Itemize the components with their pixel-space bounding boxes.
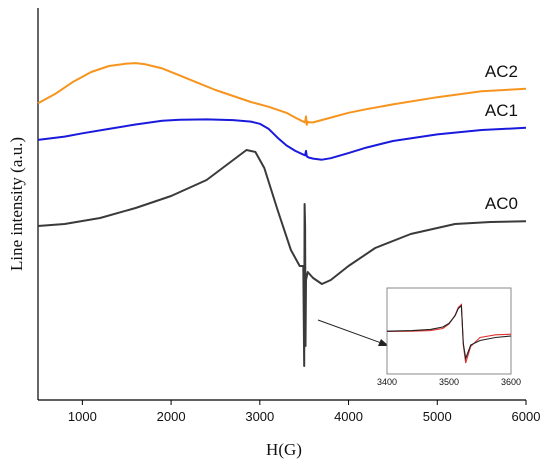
x-axis-label: H(G) [266,440,302,459]
series-label-ac1: AC1 [485,101,518,120]
inset-pointer-arrow [317,319,385,345]
inset-pointer-arrowhead [378,339,389,346]
y-axis-label: Line intensity (a.u.) [7,137,26,271]
x-tick-label: 4000 [334,409,363,424]
inset-x-tick-label: 3500 [439,377,459,387]
x-tick-label: 1000 [68,409,97,424]
inset-x-tick-label: 3600 [501,377,521,387]
series-labels: AC2 AC1 AC0 [485,62,518,213]
inset-x-tick-label: 3400 [377,377,397,387]
inset-series-layer [386,303,512,364]
x-tick-label: 3000 [245,409,274,424]
x-tick-label: 2000 [157,409,186,424]
series-line-ac1 [37,118,527,161]
x-axis-ticks: 1000 2000 3000 4000 5000 6000 [68,400,541,424]
series-label-ac0: AC0 [485,194,518,213]
inset-plot: 3400 3500 3600 [377,287,521,387]
series-line-ac2 [37,62,527,126]
plot-area [37,8,526,401]
inset-x-ticks: 3400 3500 3600 [377,377,521,387]
x-tick-label: 5000 [423,409,452,424]
x-tick-label: 6000 [512,409,541,424]
series-label-ac2: AC2 [485,62,518,81]
inset-line-0 [386,303,512,364]
inset-line-1 [386,304,512,361]
series-layer [37,62,527,367]
series-line-ac0 [37,149,527,367]
